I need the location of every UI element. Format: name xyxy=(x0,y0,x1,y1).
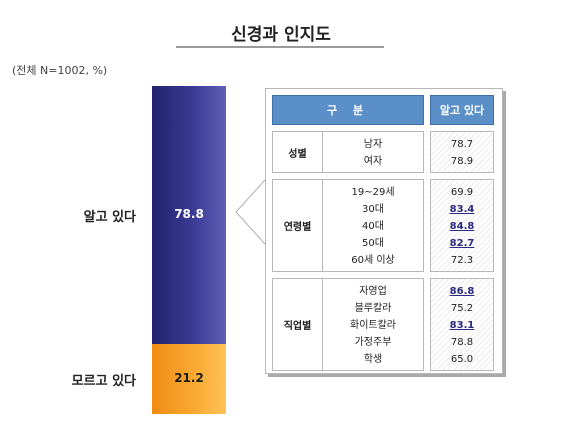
group-name: 연령별 xyxy=(273,180,323,271)
table-row-value: 75.2 xyxy=(450,303,474,314)
table-row-value: 69.9 xyxy=(450,187,474,198)
table-row-value: 86.8 xyxy=(449,286,475,297)
bar-segment-known xyxy=(152,86,226,345)
table-row-label: 가정주부 xyxy=(354,337,392,348)
category-label-known: 알고 있다 xyxy=(83,210,136,226)
table-row-value: 83.1 xyxy=(449,320,475,331)
table-values-gender: 78.7 78.9 xyxy=(430,131,494,173)
table-row-value: 72.3 xyxy=(450,255,474,266)
group-name: 직업별 xyxy=(273,279,323,370)
chart-subtitle: (전체 N=1002, %) xyxy=(12,64,108,77)
table-group-gender: 성별 남자 여자 xyxy=(272,131,424,173)
category-label-unknown: 모르고 있다 xyxy=(71,374,136,390)
table-row-label: 남자 xyxy=(363,139,383,150)
table-row-label: 여자 xyxy=(363,156,383,167)
table-header-category: 구 분 xyxy=(272,95,424,125)
table-row-label: 30대 xyxy=(362,204,384,215)
table-row-value: 78.7 xyxy=(450,139,474,150)
bar-value-known: 78.8 xyxy=(174,207,204,222)
group-name: 성별 xyxy=(273,132,323,172)
breakdown-table: 구 분 알고 있다 성별 남자 여자 78.7 78.9 연령별 19~29세 … xyxy=(265,88,503,374)
stacked-bar: 78.8 21.2 xyxy=(152,86,226,414)
table-row-label: 40대 xyxy=(362,221,384,232)
table-values-age: 69.9 83.4 84.8 82.7 72.3 xyxy=(430,179,494,272)
table-row-value: 82.7 xyxy=(449,238,475,249)
table-row-label: 화이트칼라 xyxy=(350,320,396,331)
table-row-value: 78.8 xyxy=(450,337,474,348)
table-row-label: 50대 xyxy=(362,238,384,249)
table-row-value: 84.8 xyxy=(449,221,475,232)
table-group-occupation: 직업별 자영업 블루칼라 화이트칼라 가정주부 학생 xyxy=(272,278,424,371)
table-header-value: 알고 있다 xyxy=(430,95,494,125)
bar-value-unknown: 21.2 xyxy=(174,371,204,386)
table-row-value: 78.9 xyxy=(450,156,474,167)
table-row-value: 83.4 xyxy=(449,204,475,215)
table-row-label: 블루칼라 xyxy=(354,303,392,314)
title-underline xyxy=(176,46,384,48)
table-row-label: 60세 이상 xyxy=(351,255,395,266)
table-group-age: 연령별 19~29세 30대 40대 50대 60세 이상 xyxy=(272,179,424,272)
table-values-occupation: 86.8 75.2 83.1 78.8 65.0 xyxy=(430,278,494,371)
table-row-label: 학생 xyxy=(363,354,383,365)
chart-title: 신경과 인지도 xyxy=(231,25,331,45)
table-row-label: 19~29세 xyxy=(351,187,395,198)
table-row-value: 65.0 xyxy=(450,354,474,365)
bar-segment-unknown xyxy=(152,344,226,414)
table-row-label: 자영업 xyxy=(359,286,387,297)
